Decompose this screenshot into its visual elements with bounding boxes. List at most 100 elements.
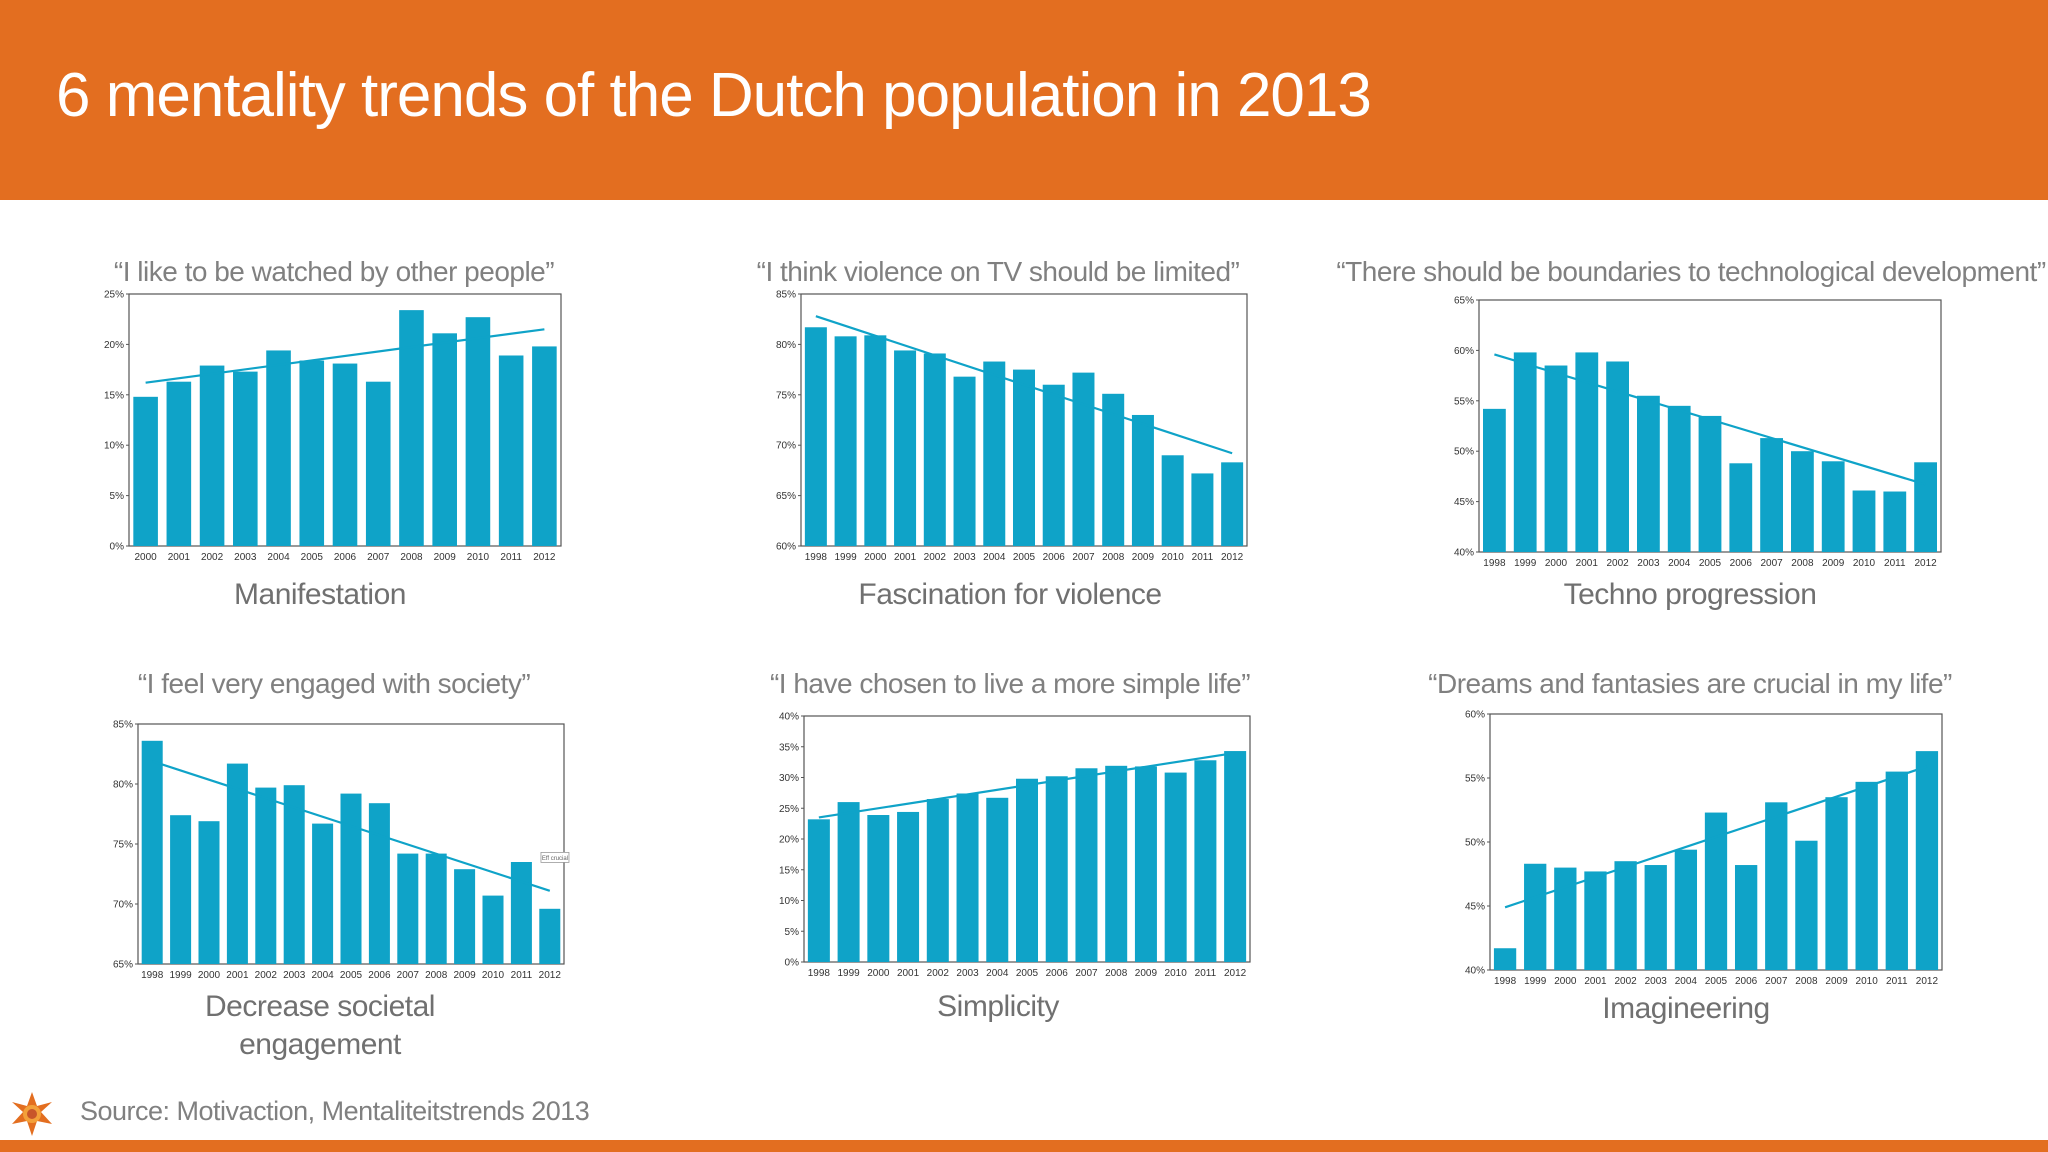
x-tick-label: 2011 <box>1195 968 1217 979</box>
y-tick-label: 40% <box>779 712 799 723</box>
x-tick-label: 2000 <box>198 970 221 981</box>
y-tick-label: 55% <box>1465 774 1485 785</box>
bar-2009 <box>432 333 457 546</box>
bar-2010 <box>1164 772 1187 962</box>
y-tick-label: 25% <box>779 804 799 815</box>
y-tick-label: 45% <box>1465 902 1485 913</box>
annotation-box <box>540 851 570 863</box>
x-tick-label: 2004 <box>267 552 290 563</box>
x-tick-label: 1998 <box>1494 976 1517 987</box>
x-tick-label: 2009 <box>1132 552 1155 563</box>
x-tick-label: 1999 <box>1524 976 1547 987</box>
bar-1999 <box>1513 352 1537 552</box>
x-tick-label: 1999 <box>837 968 860 979</box>
bar-2010 <box>1161 455 1184 546</box>
bar-2005 <box>1015 778 1039 962</box>
x-tick-label: 2009 <box>1825 976 1848 987</box>
chart-caption-simplicity: Simplicity <box>937 990 1059 1023</box>
x-tick-label: 2010 <box>482 970 505 981</box>
bar-2009 <box>454 869 476 964</box>
bar-2011 <box>1194 760 1217 962</box>
bar-2004 <box>986 797 1009 962</box>
bar-2012 <box>1914 462 1937 552</box>
y-tick-label: 55% <box>1454 396 1474 407</box>
bar-2001 <box>1584 871 1607 970</box>
x-tick-label: 2000 <box>864 552 887 563</box>
x-tick-label: 2004 <box>986 968 1009 979</box>
y-tick-label: 40% <box>1454 548 1474 559</box>
x-tick-label: 2001 <box>226 970 249 981</box>
y-tick-label: 40% <box>1465 966 1485 977</box>
x-tick-label: 2005 <box>340 970 363 981</box>
x-tick-label: 2002 <box>927 968 950 979</box>
y-tick-label: 5% <box>110 491 125 502</box>
x-tick-label: 2009 <box>434 552 457 563</box>
bar-2012 <box>1224 751 1247 962</box>
bar-2003 <box>1637 395 1660 552</box>
bar-2003 <box>1644 865 1667 970</box>
x-tick-label: 2009 <box>453 970 476 981</box>
bar-2003 <box>233 371 258 546</box>
x-tick-label: 2012 <box>1224 968 1247 979</box>
chart-quote-imagineering: “Dreams and fantasies are crucial in my … <box>1428 668 1952 699</box>
bar-2007 <box>1072 372 1095 546</box>
x-tick-label: 1999 <box>169 970 192 981</box>
y-tick-label: 80% <box>113 780 133 791</box>
bar-2005 <box>299 360 325 546</box>
bar-2002 <box>926 799 949 962</box>
bar-2010 <box>465 317 491 546</box>
x-tick-label: 2012 <box>1914 558 1937 569</box>
y-tick-label: 60% <box>1465 710 1485 721</box>
x-tick-label: 2006 <box>1043 552 1066 563</box>
bar-2000 <box>1554 867 1577 970</box>
trendline <box>815 315 1233 455</box>
bar-2006 <box>1042 384 1065 546</box>
chart-caption-imagineering: Imagineering <box>1602 992 1770 1025</box>
trendline <box>1504 765 1928 909</box>
x-tick-label: 2001 <box>1576 558 1599 569</box>
bar-2009 <box>1131 414 1154 546</box>
bar-2006 <box>368 803 390 964</box>
y-tick-label: 65% <box>113 960 133 971</box>
bar-2000 <box>133 396 158 546</box>
x-tick-label: 2006 <box>334 552 357 563</box>
x-tick-label: 2004 <box>983 552 1006 563</box>
x-tick-label: 1999 <box>834 552 857 563</box>
x-tick-label: 2002 <box>255 970 278 981</box>
trendline <box>1494 353 1926 486</box>
x-tick-label: 2012 <box>1221 552 1244 563</box>
x-tick-label: 2006 <box>1046 968 1069 979</box>
x-tick-label: 2001 <box>168 552 191 563</box>
chart-techno: 40% 45% 50% 55% 60% 65% 1998 1999 2000 2001 2002 20… <box>1454 296 1942 569</box>
y-tick-label: 60% <box>1454 346 1474 357</box>
chart-quote-manifestation: “I like to be watched by other people” <box>113 256 555 287</box>
y-tick-label: 50% <box>1465 838 1485 849</box>
bar-2011 <box>1191 473 1214 546</box>
source-note: Source: Motivaction, Mentaliteitstrends … <box>80 1096 590 1126</box>
x-tick-label: 2005 <box>1699 558 1722 569</box>
chart-engagement: 65% 70% 75% 80% 85% 1998 1999 2000 2001 2002 2003 2… <box>113 720 570 981</box>
bar-1998 <box>1493 948 1517 970</box>
chart-caption-techno: Techno progression <box>1563 578 1817 611</box>
y-tick-label: 15% <box>779 865 799 876</box>
bar-2002 <box>255 787 277 964</box>
x-tick-label: 2011 <box>511 970 533 981</box>
y-tick-label: 85% <box>113 720 133 731</box>
y-tick-label: 60% <box>776 542 796 553</box>
bar-1999 <box>1524 863 1547 970</box>
y-tick-label: 15% <box>104 390 124 401</box>
bar-2004 <box>312 823 334 964</box>
bar-2004 <box>1667 405 1691 552</box>
x-tick-label: 2008 <box>1791 558 1814 569</box>
bar-1998 <box>141 740 163 964</box>
x-tick-label: 2000 <box>1545 558 1568 569</box>
bar-2008 <box>425 853 447 964</box>
bar-2005 <box>1012 369 1036 546</box>
x-tick-label: 2010 <box>467 552 490 563</box>
y-tick-label: 75% <box>776 390 796 401</box>
chart-quote-simplicity: “I have chosen to live a more simple lif… <box>769 668 1251 699</box>
x-tick-label: 1998 <box>805 552 828 563</box>
chart-caption-violence: Fascination for violence <box>858 578 1162 611</box>
x-tick-label: 2012 <box>539 970 562 981</box>
bar-2002 <box>1614 861 1637 970</box>
